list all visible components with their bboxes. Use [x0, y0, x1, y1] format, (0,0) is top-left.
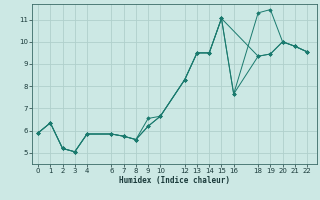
X-axis label: Humidex (Indice chaleur): Humidex (Indice chaleur)	[119, 176, 230, 185]
